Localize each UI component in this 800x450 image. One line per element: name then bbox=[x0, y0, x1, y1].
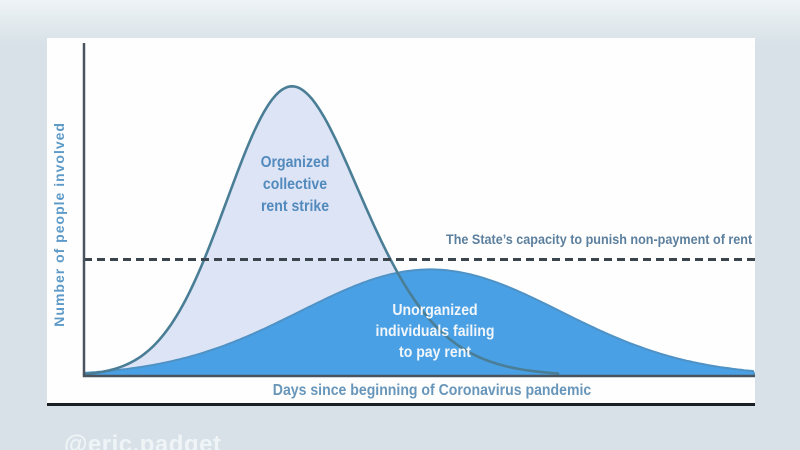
organized-curve-fill bbox=[84, 86, 755, 377]
organized-curve-line bbox=[82, 84, 560, 376]
chart-panel: Number of people involved Organized coll… bbox=[47, 38, 755, 406]
unorganized-curve-label: Unorganized individuals failing to pay r… bbox=[375, 302, 495, 361]
axes bbox=[82, 43, 755, 378]
x-axis-label: Days since beginning of Coronavirus pand… bbox=[272, 382, 592, 399]
threshold-label: The State’s capacity to punish non-payme… bbox=[445, 231, 752, 247]
watermark-handle: @eric.padget bbox=[64, 431, 222, 450]
organized-curve-label: Organized collective rent strike bbox=[260, 154, 330, 215]
curves-chart bbox=[82, 43, 755, 378]
unorganized-curve-fill bbox=[83, 268, 755, 377]
y-axis-label: Number of people involved bbox=[51, 122, 67, 327]
